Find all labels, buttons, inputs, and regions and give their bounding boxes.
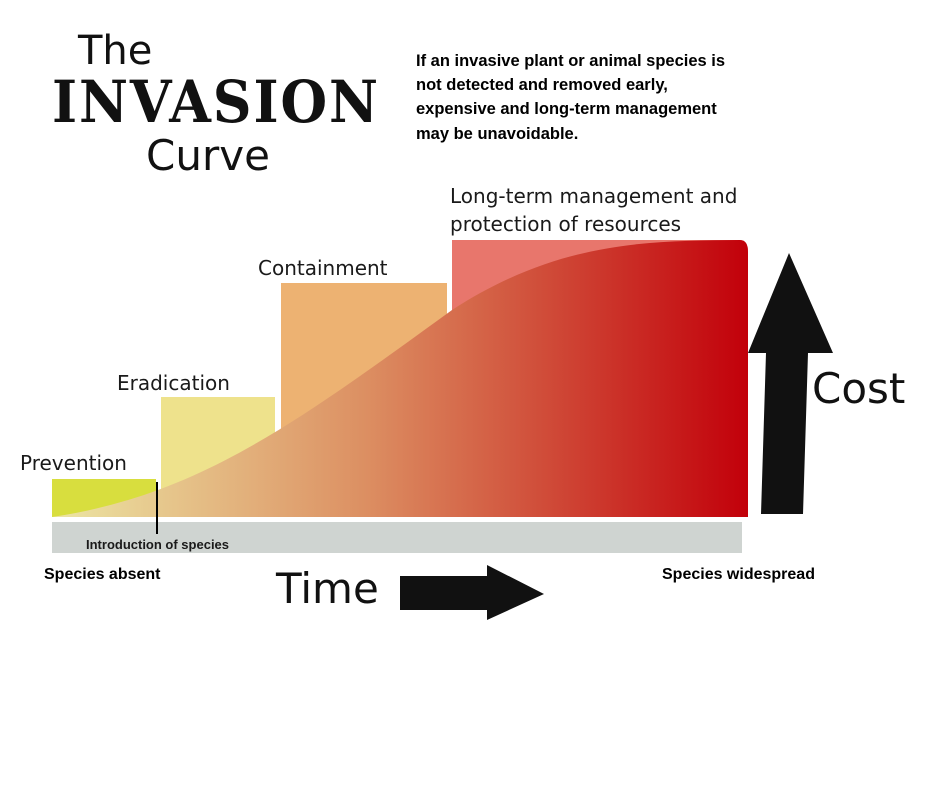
stage-label-eradication: Eradication xyxy=(117,371,230,395)
description-line-4: may be unavoidable. xyxy=(416,125,578,143)
stage-label-prevention: Prevention xyxy=(20,451,127,475)
species-widespread-label: Species widespread xyxy=(662,566,815,583)
introduction-label: Introduction of species xyxy=(86,537,229,552)
invasion-curve-area xyxy=(52,240,748,517)
title-the: The xyxy=(77,28,152,74)
cost-arrow-icon xyxy=(748,253,833,514)
title-curve: Curve xyxy=(146,131,270,180)
title-invasion: INVASION xyxy=(52,68,380,136)
cost-label: Cost xyxy=(812,364,905,413)
description-line-2: not detected and removed early, xyxy=(416,76,668,94)
time-arrow-icon xyxy=(400,565,544,620)
description-line-1: If an invasive plant or animal species i… xyxy=(416,52,725,70)
stage-label-long-term-line-2: protection of resources xyxy=(450,212,681,236)
stage-label-long-term-line-1: Long-term management and xyxy=(450,184,737,208)
species-absent-label: Species absent xyxy=(44,566,161,583)
description-text: If an invasive plant or animal species i… xyxy=(416,52,725,143)
stage-label-containment: Containment xyxy=(258,256,388,280)
time-label: Time xyxy=(275,564,379,613)
timeline-bar xyxy=(52,522,742,553)
description-line-3: expensive and long-term management xyxy=(416,100,717,118)
